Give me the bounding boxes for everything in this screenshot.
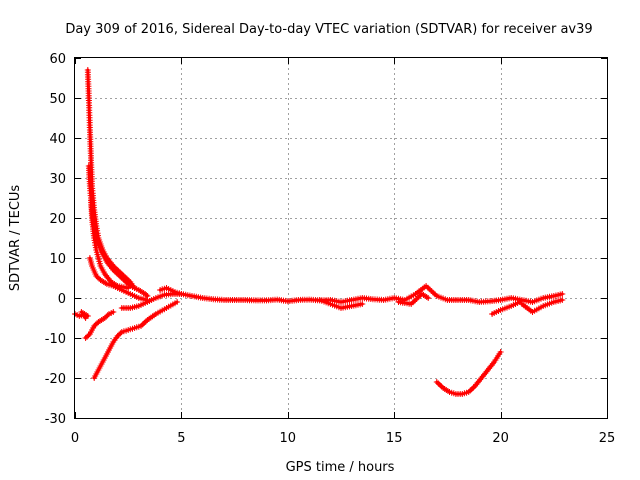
- y-tick-label: 10: [49, 252, 66, 267]
- data-segment: [78, 309, 91, 319]
- grid: [75, 58, 607, 418]
- data-point: [559, 291, 566, 297]
- data-point: [114, 333, 121, 339]
- x-tick-label: 10: [280, 431, 297, 446]
- data-point: [104, 312, 111, 319]
- data-segment: [91, 299, 181, 381]
- y-tick-label: 20: [49, 212, 66, 227]
- data-point: [143, 292, 150, 298]
- y-axis-label: SDTVAR / TECUs: [8, 185, 23, 292]
- data-point: [92, 321, 99, 328]
- data-segment: [489, 299, 523, 317]
- plot-frame: [74, 57, 608, 419]
- data-segment: [82, 309, 117, 341]
- data-point: [94, 274, 101, 281]
- data-point: [117, 330, 124, 337]
- y-tick-label: -10: [45, 332, 66, 347]
- data-point: [103, 313, 110, 320]
- y-tick-label: -30: [45, 412, 66, 427]
- data-point: [174, 299, 181, 305]
- y-tick-label: 0: [58, 292, 66, 307]
- data-series: [72, 67, 566, 397]
- x-tick-label: 25: [599, 431, 616, 446]
- data-point: [93, 273, 100, 279]
- data-segment: [395, 291, 432, 307]
- data-point: [84, 333, 91, 340]
- y-tick-label: 40: [49, 132, 66, 147]
- data-segment: [157, 283, 566, 305]
- data-segment: [433, 349, 504, 397]
- data-line: [92, 300, 179, 380]
- y-tick-label: 60: [49, 52, 66, 67]
- data-point: [101, 315, 108, 321]
- data-segment: [86, 255, 151, 303]
- data-point: [359, 301, 366, 307]
- data-segment: [316, 297, 366, 311]
- data-point: [84, 313, 91, 319]
- axis-ticks: -30 -20 -10 0 10 20 30 40 50 60 0 5 10 15 20 25: [45, 52, 616, 446]
- data-point: [116, 331, 122, 338]
- data-point: [425, 295, 432, 301]
- y-tick-label: 50: [49, 92, 66, 107]
- x-tick-label: 5: [177, 431, 185, 446]
- x-tick-label: 20: [492, 431, 509, 446]
- y-tick-label: -20: [45, 372, 66, 387]
- data-point: [559, 297, 566, 303]
- data-point: [91, 323, 98, 329]
- x-tick-label: 15: [386, 431, 403, 446]
- data-point: [85, 332, 92, 339]
- x-tick-label: 0: [71, 431, 79, 446]
- y-tick-label: 30: [49, 172, 66, 187]
- data-segment: [518, 297, 566, 315]
- chart-title: Day 309 of 2016, Sidereal Day-to-day VTE…: [65, 22, 592, 37]
- x-axis-label: GPS time / hours: [286, 460, 395, 475]
- data-point: [110, 309, 117, 315]
- data-point: [497, 349, 504, 355]
